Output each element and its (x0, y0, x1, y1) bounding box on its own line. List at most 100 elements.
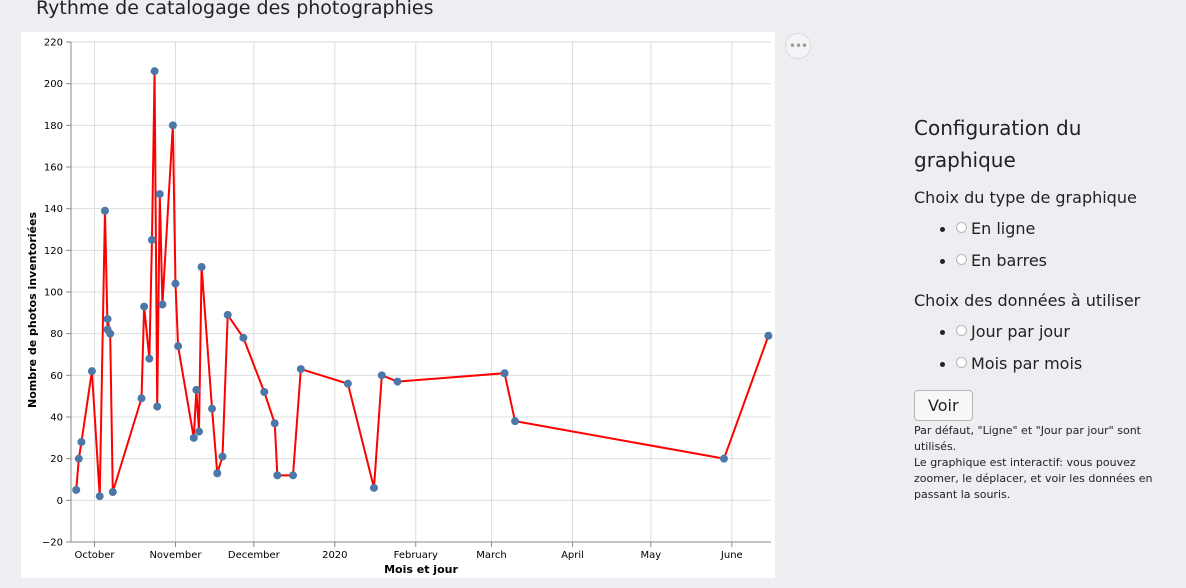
y-tick-label: −20 (42, 538, 63, 549)
bullet-icon (940, 330, 945, 335)
data-point[interactable]: 2019-09-25: 20 (74, 454, 83, 463)
data-point[interactable]: 2019-11-17: 13 (213, 469, 222, 478)
data-point[interactable]: 2019-10-07: 80 (106, 329, 115, 338)
y-tick-label: 100 (44, 288, 63, 299)
data-point[interactable]: 2019-11-08: 30 (189, 433, 198, 442)
radio-option-jour-par-jour[interactable]: Jour par jour (914, 318, 1174, 350)
y-tick-label: 80 (50, 329, 63, 340)
data-point[interactable]: 2019-10-31: 180 (168, 121, 177, 130)
data-point[interactable]: 2019-09-26: 28 (77, 438, 86, 446)
data-point[interactable]: 2019-11-27: 78 (239, 333, 248, 342)
y-tick-label: 0 (57, 496, 63, 507)
x-tick-label: November (149, 550, 202, 561)
data-point[interactable]: 2020-01-19: 60 (377, 371, 386, 380)
chart-config-panel: Configuration du graphique Choix du type… (914, 112, 1174, 503)
y-axis-title: Nombre de photos inventoriées (26, 212, 39, 408)
y-tick-label: 140 (44, 204, 63, 215)
radio-button[interactable] (956, 222, 967, 233)
data-point[interactable]: 2019-10-08: 4 (108, 488, 117, 496)
chart-panel[interactable]: −20 0 20 40 60 80 100 120 140 160 180 200 220 October… (21, 32, 775, 578)
data-choice-options: Jour par jour Mois par mois (914, 318, 1174, 382)
axes: −20 0 20 40 60 80 100 120 140 160 180 200 220 October… (42, 38, 771, 561)
chart-type-label: Choix du type de graphique (914, 188, 1137, 207)
data-point[interactable]: 2019-10-06: 87 (103, 315, 112, 324)
data-point[interactable]: 2019-12-09: 37 (270, 419, 279, 428)
data-points[interactable]: 2019-09-24: 5 2019-09-25: 20 2019-09-26: 2… (72, 67, 773, 501)
series-line (75, 71, 770, 497)
radio-label[interactable]: Mois par mois (971, 354, 1083, 373)
data-point[interactable]: 2019-12-16: 12 (289, 471, 298, 480)
data-point[interactable]: 2019-12-10: 12 (273, 471, 282, 480)
x-tick-label: December (228, 550, 281, 561)
y-tick-label: 20 (50, 454, 63, 465)
x-tick-label: April (561, 550, 584, 561)
data-point[interactable]: 2020-06-15: 79 (764, 331, 773, 340)
radio-button[interactable] (956, 357, 967, 368)
bullet-icon (940, 227, 945, 232)
data-point[interactable]: 2019-11-02: 74 (174, 342, 183, 351)
data-point[interactable]: 2019-10-24: 206 (150, 67, 159, 76)
x-tick-label: June (720, 550, 743, 561)
line-chart[interactable]: −20 0 20 40 60 80 100 120 140 160 180 200 220 October… (21, 32, 775, 578)
x-axis-title: Mois et jour (384, 563, 458, 576)
data-point[interactable]: 2020-01-16: 6 (369, 483, 378, 492)
data-choice-label: Choix des données à utiliser (914, 291, 1141, 310)
x-tick-label: May (641, 550, 662, 561)
data-point[interactable]: 2019-09-24: 5 (72, 485, 81, 494)
data-point[interactable]: 2020-05-29: 20 (719, 454, 728, 463)
data-point[interactable]: 2019-11-11: 112 (197, 263, 206, 271)
bullet-icon (940, 259, 945, 264)
data-point[interactable]: 2019-10-23: 125 (147, 235, 156, 244)
data-point[interactable]: 2019-12-05: 52 (260, 388, 269, 396)
radio-label[interactable]: En ligne (971, 219, 1036, 238)
data-choice-group: Choix des données à utiliser Jour par jo… (914, 290, 1174, 382)
x-tick-label: 2020 (322, 550, 347, 561)
x-tick-label: October (74, 550, 115, 561)
data-point[interactable]: 2019-10-26: 147 (155, 190, 164, 199)
radio-option-mois-par-mois[interactable]: Mois par mois (914, 350, 1174, 382)
data-point[interactable]: 2020-01-25: 57 (393, 377, 402, 386)
help-text-interactive: Le graphique est interactif: vous pouvez… (914, 456, 1153, 501)
data-point[interactable]: 2019-09-30: 62 (87, 367, 96, 376)
data-point[interactable]: 2020-03-06: 61 (500, 369, 509, 378)
radio-label[interactable]: En barres (971, 251, 1047, 270)
data-point[interactable]: 2019-12-19: 63 (296, 365, 305, 374)
radio-button[interactable] (956, 325, 967, 336)
data-point[interactable]: 2019-10-20: 93 (140, 302, 149, 311)
y-tick-label: 120 (44, 246, 63, 257)
data-point[interactable]: 2020-01-06: 56 (343, 379, 352, 388)
chart-type-options: En ligne En barres (914, 215, 1174, 279)
data-point[interactable]: 2019-10-03: 2 (95, 492, 104, 501)
chart-type-group: Choix du type de graphique En ligne En b… (914, 187, 1174, 279)
radio-button[interactable] (956, 254, 967, 265)
help-text-defaults: Par défaut, "Ligne" et "Jour par jour" s… (914, 424, 1141, 453)
y-tick-label: 160 (44, 163, 63, 174)
data-point[interactable]: 2019-11-15: 44 (208, 404, 217, 413)
voir-button[interactable]: Voir (914, 390, 973, 421)
data-point[interactable]: 2019-10-05: 139 (100, 206, 109, 215)
data-point[interactable]: 2019-11-09: 53 (192, 385, 201, 394)
data-point[interactable]: 2019-10-22: 68 (145, 354, 154, 363)
data-point[interactable]: 2019-10-27: 94 (158, 300, 167, 309)
data-point[interactable]: 2019-11-21: 89 (223, 310, 232, 319)
y-tick-label: 60 (50, 371, 63, 382)
y-tick-label: 180 (44, 121, 63, 132)
data-point[interactable]: 2020-03-10: 38 (511, 417, 520, 426)
data-point[interactable]: 2019-11-19: 21 (218, 452, 227, 461)
y-tick-label: 40 (50, 413, 63, 424)
grid (71, 41, 771, 543)
x-tick-label: March (476, 550, 506, 561)
radio-label[interactable]: Jour par jour (971, 322, 1070, 341)
data-point[interactable]: 2019-11-01: 104 (171, 279, 180, 288)
page-title: Rythme de catalogage des photographies (36, 0, 434, 19)
chart-actions-menu-button[interactable]: ••• (785, 33, 811, 59)
radio-option-en-barres[interactable]: En barres (914, 247, 1174, 279)
data-point[interactable]: 2019-11-10: 33 (194, 427, 203, 436)
data-point[interactable]: 2019-10-19: 49 (137, 394, 146, 403)
data-point[interactable]: 2019-10-25: 45 (153, 402, 162, 411)
y-tick-label: 220 (44, 38, 63, 49)
bullet-icon (940, 362, 945, 367)
y-tick-label: 200 (44, 79, 63, 90)
radio-option-en-ligne[interactable]: En ligne (914, 215, 1174, 247)
config-heading: Configuration du graphique (914, 116, 1082, 172)
